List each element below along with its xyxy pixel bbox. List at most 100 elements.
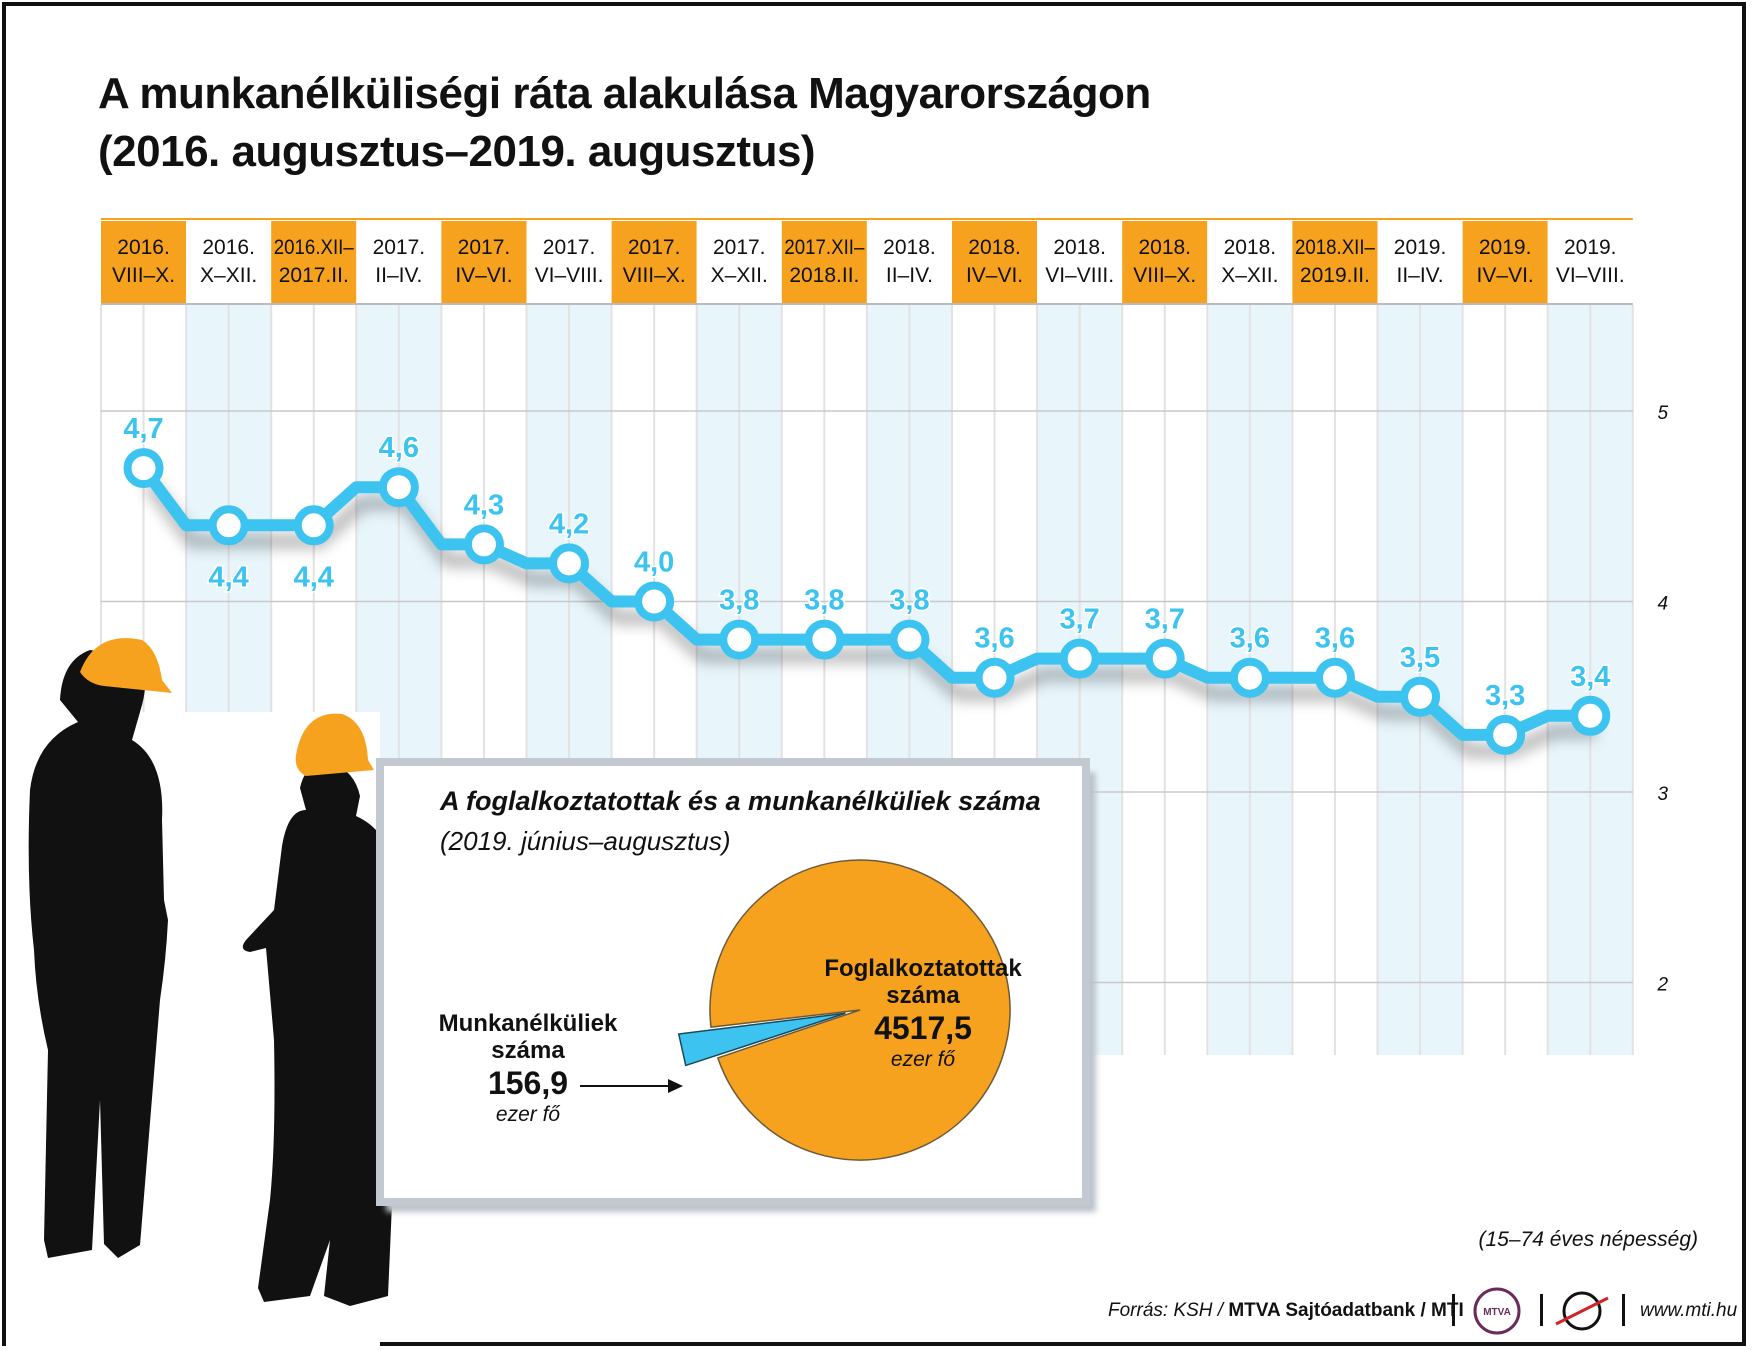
category-label: VIII–X. (623, 264, 686, 287)
data-point (463, 524, 504, 565)
category-label: 2018. (1053, 236, 1106, 259)
pointer-arrowhead (668, 1079, 683, 1093)
hard-hat (80, 638, 172, 693)
data-label: 4,0 (634, 547, 674, 579)
data-label: 3,3 (1485, 680, 1525, 712)
mtva-logo (1473, 1287, 1521, 1335)
pie-label-employed-value: 4517,5 (874, 1010, 972, 1046)
header-cell (1207, 221, 1293, 303)
data-point (719, 619, 760, 660)
pie-slice-unemployed (677, 1012, 846, 1067)
category-label: 2017. (543, 236, 596, 259)
website-link[interactable]: www.mti.hu (1640, 1300, 1738, 1321)
data-label: 3,7 (1059, 604, 1099, 636)
data-point (208, 505, 249, 546)
data-point (1485, 714, 1526, 755)
category-label: 2016.XII– (274, 236, 354, 259)
category-label: II–IV. (375, 264, 422, 287)
category-label: IV–VI. (966, 264, 1023, 287)
data-label: 3,7 (1145, 604, 1185, 636)
header-cell-highlight (441, 221, 527, 303)
pie-label-employed-name1: Foglalkoztatottak (824, 955, 1022, 982)
header-cell (186, 221, 272, 303)
worker-body (28, 650, 168, 1258)
header-cell-highlight (952, 221, 1038, 303)
category-label: 2017. (373, 236, 426, 259)
y-tick-label: 2 (1657, 975, 1669, 996)
y-tick-label: 5 (1658, 403, 1669, 424)
category-label: 2017. (628, 236, 681, 259)
header-cell (526, 221, 612, 303)
header-cell (866, 221, 952, 303)
source-prefix: Forrás: KSH / (1108, 1300, 1229, 1321)
data-label: 3,8 (804, 585, 844, 617)
header-cell (356, 221, 442, 303)
header-cell-highlight (611, 221, 697, 303)
category-label: 2018. (883, 236, 936, 259)
category-label: 2019. (1479, 236, 1532, 259)
mti-logo-stroke (1555, 1296, 1609, 1326)
hard-hat (295, 713, 374, 776)
period-header: 2016. VIII–X. 2016. X–XII. 2016.XII– 2017.II.… (101, 218, 1633, 305)
population-note: (15–74 éves népesség) (1478, 1228, 1699, 1251)
source-bold: MTVA Sajtóadatbank / MTI (1228, 1300, 1464, 1321)
data-label: 4,6 (379, 432, 419, 464)
header-cell-highlight (1292, 221, 1378, 303)
category-label: 2017. (713, 236, 766, 259)
data-label: 3,8 (889, 585, 929, 617)
data-point (634, 581, 675, 622)
header-cell-highlight (271, 221, 357, 303)
data-point (1400, 676, 1441, 717)
category-label: 2016. (202, 236, 255, 259)
chart-title-line2: (2016. augusztus–2019. augusztus) (98, 127, 816, 176)
chart-title-line1: A munkanélküliségi ráta alakulása Magyar… (98, 69, 1151, 118)
mtva-logo-text: MTVA (1483, 1307, 1511, 1318)
category-label: X–XII. (1221, 264, 1278, 287)
data-point (1229, 657, 1270, 698)
category-label: VIII–X. (1133, 264, 1196, 287)
separator (1452, 1294, 1455, 1326)
category-label: II–IV. (1396, 264, 1443, 287)
data-label: 4,4 (208, 561, 248, 593)
data-label: 3,6 (974, 623, 1014, 655)
pie-label-unemployed-name1: Munkanélküliek (438, 1010, 618, 1037)
header-cell (1037, 221, 1123, 303)
category-label: IV–VI. (455, 264, 512, 287)
data-point (1314, 657, 1355, 698)
pie-label-employed: Foglalkoztatottak száma 4517,5 ezer fő (818, 955, 1028, 1073)
category-label: 2017.II. (279, 264, 349, 287)
pie-label-employed-unit: ezer fő (890, 1048, 956, 1071)
category-label: 2019.II. (1300, 264, 1370, 287)
data-point (378, 467, 419, 508)
category-label: 2019. (1394, 236, 1447, 259)
header-cell-highlight (101, 221, 187, 303)
separator (1540, 1294, 1543, 1326)
category-label: II–IV. (886, 264, 933, 287)
category-label: 2016. (117, 236, 170, 259)
data-label: 4,2 (549, 508, 589, 540)
worker-body (242, 763, 404, 1306)
separator (1622, 1294, 1625, 1326)
data-label: 3,5 (1400, 642, 1440, 674)
data-point (1059, 638, 1100, 679)
category-label: 2017. (458, 236, 511, 259)
category-label: X–XII. (711, 264, 768, 287)
category-label: 2018. (968, 236, 1021, 259)
category-label: X–XII. (200, 264, 257, 287)
data-label: 3,4 (1570, 661, 1610, 693)
category-label: VI–VIII. (1556, 264, 1625, 287)
data-point (889, 619, 930, 660)
pie-label-unemployed-value: 156,9 (487, 1065, 569, 1101)
data-label: 4,4 (294, 561, 334, 593)
pie-label-employed-name2: száma (886, 982, 960, 1009)
category-label: 2018. (1138, 236, 1191, 259)
pie-label-unemployed-unit: ezer fő (495, 1103, 561, 1126)
header-cell-highlight (781, 221, 867, 303)
category-label: 2018.XII– (1295, 236, 1375, 259)
pie-title: A foglalkoztatottak és a munkanélküliek … (440, 786, 1041, 816)
logos: MTVA (1473, 1287, 1609, 1335)
data-point (974, 657, 1015, 698)
category-label: IV–VI. (1477, 264, 1534, 287)
y-tick-label: 3 (1658, 784, 1669, 805)
